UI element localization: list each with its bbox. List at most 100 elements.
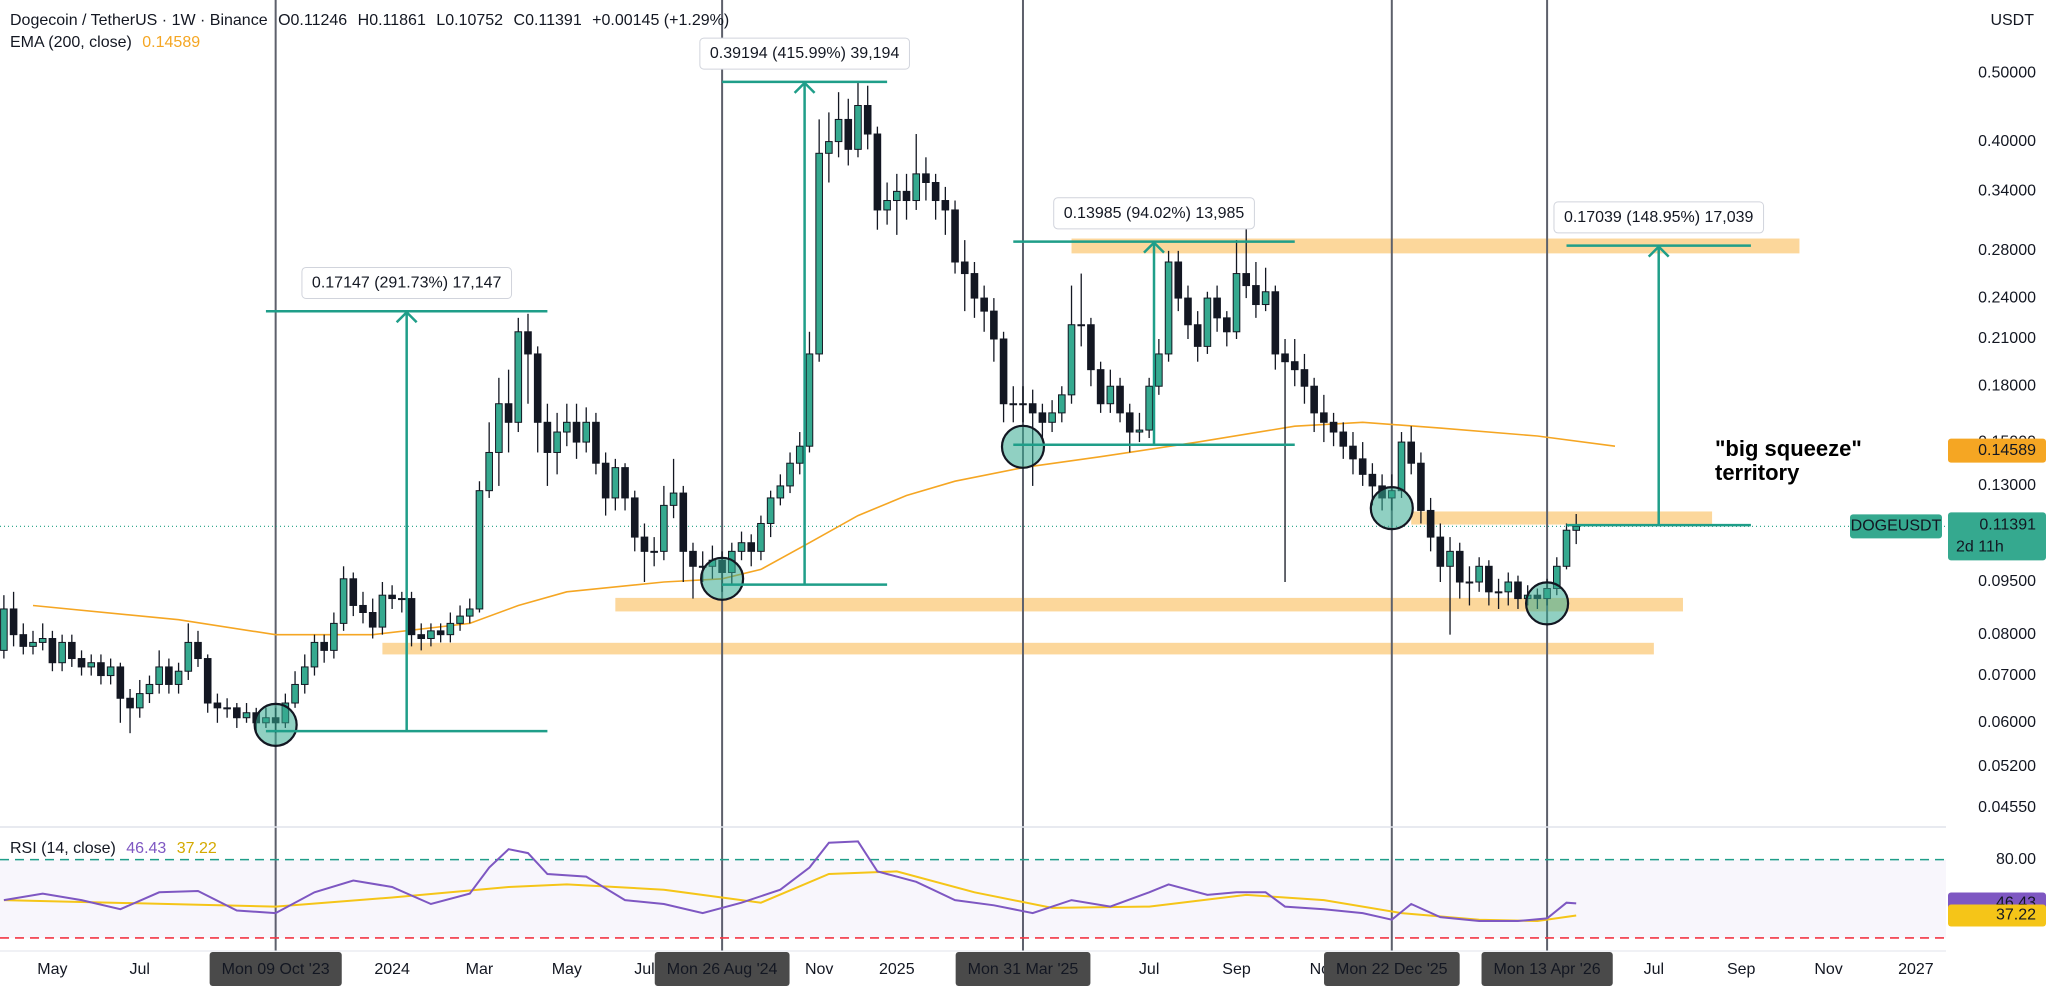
ohlc-value: 0.10752 (445, 12, 504, 29)
candle-body (1096, 369, 1105, 405)
measure-label-box (1553, 201, 1765, 234)
candle-body (1087, 324, 1095, 371)
candle-body (1232, 273, 1241, 333)
candle-body (1329, 421, 1338, 433)
candle-body (650, 550, 658, 553)
measure-label: 0.13985 (94.02%) 13,985 (1064, 205, 1245, 222)
candle-body (825, 141, 833, 154)
rsi-ma-line (3, 870, 1577, 923)
x-tick-label: Jul (1139, 961, 1159, 978)
ohlc-key: L (436, 12, 446, 29)
candle-body (135, 693, 144, 709)
candle-body (621, 467, 629, 499)
candle-body (592, 421, 600, 464)
y-tick-label: 0.07000 (1978, 667, 2036, 684)
rsi-ma-value: 37.22 (176, 840, 217, 857)
candle-body (475, 490, 484, 610)
candle-body (126, 697, 134, 709)
y-tick-label: 0.05200 (1978, 758, 2036, 775)
arrow-head (395, 310, 418, 324)
candle-body (1019, 403, 1027, 406)
rsi-ma-tag: 37.22 (1996, 907, 2036, 924)
candle-body (417, 634, 426, 640)
highlight-circle (1000, 424, 1046, 469)
candle-body (87, 662, 96, 668)
candle-body (1446, 550, 1454, 567)
candle-body (922, 173, 930, 183)
candle-body (1310, 385, 1318, 414)
measure-label: 0.17147 (291.73%) 17,147 (312, 274, 502, 291)
event-lines (274, 0, 1549, 951)
candle-body (203, 658, 212, 704)
measure-label-box (301, 266, 513, 299)
candle-body (1028, 403, 1037, 414)
candle-body (398, 598, 406, 601)
candle-body (1455, 550, 1464, 583)
candle-body (776, 485, 785, 499)
event-label: Mon 09 Oct '23 (222, 961, 330, 978)
ohlc-key: C (513, 12, 526, 29)
measures: 0.17147 (291.73%) 17,147 0.39194 (415.99%… (265, 37, 1765, 733)
highlight-circle (1369, 486, 1414, 531)
event-label-box (1481, 952, 1613, 986)
currency: USDT (1990, 12, 2034, 29)
y-tick-label: 0.13000 (1978, 477, 2036, 494)
candle-body (757, 522, 765, 552)
candle-body (1407, 441, 1416, 464)
symbol-box (1850, 514, 1942, 539)
candle-body (1485, 565, 1493, 593)
candle-body (368, 612, 377, 628)
rsi-value: 46.43 (126, 840, 167, 857)
candle-body (465, 608, 474, 617)
y-tick-label: 0.21000 (1978, 330, 2036, 347)
candle-body (902, 190, 911, 202)
highlight-circle (1524, 581, 1570, 626)
candle-body (155, 666, 163, 685)
candle-body (640, 536, 649, 552)
candle-body (359, 604, 367, 614)
y-tick-label: 0.28000 (1978, 242, 2036, 259)
candle-body (960, 261, 969, 275)
y-tick-label: 0.40000 (1978, 133, 2036, 150)
candle-body (300, 666, 309, 685)
candle-body (1281, 353, 1289, 363)
title: Dogecoin / TetherUS · 1W · Binance (10, 12, 268, 29)
candle-body (980, 297, 988, 312)
candle-body (1349, 445, 1357, 460)
x-tick-label: May (37, 961, 67, 978)
candle-body (213, 702, 222, 709)
candle-body (766, 497, 775, 524)
candle-body (339, 578, 348, 624)
candle-body (485, 451, 493, 492)
candle-body (1572, 525, 1581, 531)
candle-body (1261, 291, 1270, 306)
x-tick-label: May (552, 961, 582, 978)
measure-label-box (1053, 197, 1255, 230)
candle-body (1339, 431, 1348, 447)
candle-body (1077, 324, 1086, 327)
event-label: Mon 22 Dec '25 (1336, 961, 1448, 978)
candle-body (1203, 297, 1212, 347)
price-axis-bg (1946, 0, 2048, 988)
ema-tag: 0.14589 (1978, 442, 2036, 459)
measure-label: 0.39194 (415.99%) 39,194 (710, 45, 900, 62)
ema-name: EMA (200, close) (10, 34, 132, 51)
candle-body (174, 670, 183, 685)
candle-body (941, 200, 950, 211)
highlight-circle (700, 556, 745, 601)
x-tick-label: Sep (1222, 961, 1251, 978)
candle-body (1436, 536, 1445, 567)
candle-body (1504, 581, 1513, 593)
candle-body (931, 181, 940, 202)
candle-body (669, 492, 678, 506)
candle-body (786, 462, 794, 487)
countdown: 2d 11h (1956, 539, 2004, 556)
candle-body (970, 273, 979, 299)
candle-body (601, 462, 610, 499)
event-label-box (654, 952, 790, 986)
candle-body (1242, 273, 1251, 287)
candle-body (553, 431, 561, 453)
candle-body (291, 683, 299, 704)
